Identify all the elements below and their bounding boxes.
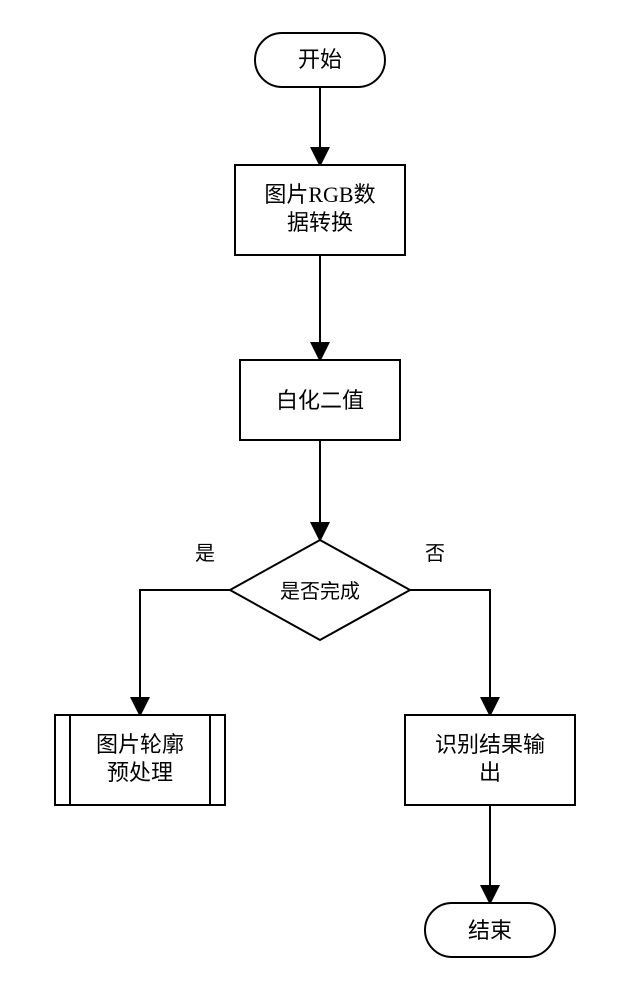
edge-label-yes: 是 bbox=[195, 543, 215, 565]
node-binarize-label: 白化二值 bbox=[276, 388, 364, 413]
node-binarize: 白化二值 bbox=[240, 360, 400, 440]
node-end: 结束 bbox=[425, 903, 555, 957]
node-start-label: 开始 bbox=[298, 47, 342, 72]
node-decision: 是否完成 bbox=[230, 540, 410, 640]
node-rgb-label2: 据转换 bbox=[287, 210, 353, 235]
node-preprocess-label1: 图片轮廓 bbox=[96, 732, 184, 757]
node-output-label1: 识别结果输 bbox=[435, 732, 545, 757]
node-rgb-label1: 图片RGB数 bbox=[264, 182, 375, 207]
edge-decision-output bbox=[410, 590, 490, 713]
node-decision-label: 是否完成 bbox=[280, 580, 360, 603]
edge-label-no: 否 bbox=[425, 543, 445, 565]
node-preprocess: 图片轮廓 预处理 bbox=[55, 715, 225, 805]
node-output: 识别结果输 出 bbox=[405, 715, 575, 805]
edge-decision-preprocess bbox=[140, 590, 230, 713]
node-preprocess-label2: 预处理 bbox=[107, 760, 173, 785]
flowchart-canvas: 是 否 开始 图片RGB数 据转换 白化二值 是否完成 图片轮廓 预处理 识别结… bbox=[0, 0, 630, 1000]
node-end-label: 结束 bbox=[468, 918, 512, 943]
node-rgb: 图片RGB数 据转换 bbox=[235, 165, 405, 255]
node-start: 开始 bbox=[255, 33, 385, 87]
node-output-label2: 出 bbox=[479, 760, 501, 785]
